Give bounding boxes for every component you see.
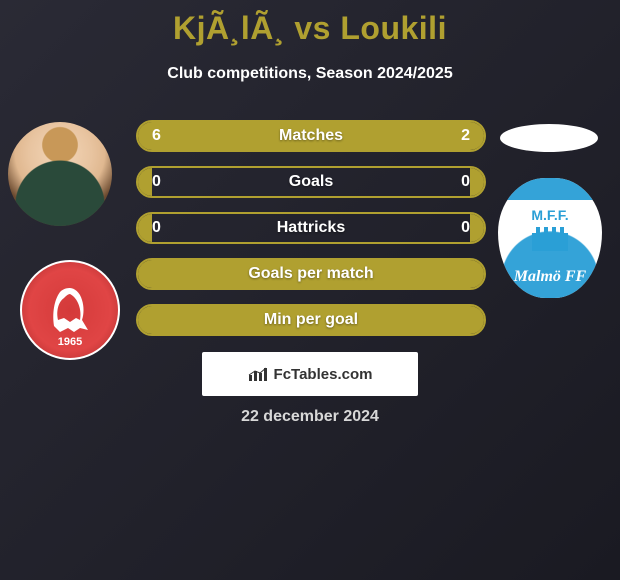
right-club-wordmark: Malmö FF xyxy=(514,268,586,286)
stat-bar: Min per goal xyxy=(136,304,486,336)
stat-label: Goals xyxy=(138,168,484,196)
left-club-year: 1965 xyxy=(58,336,82,348)
horse-icon xyxy=(40,280,100,340)
page-title: KjÃ¸lÃ¸ vs Loukili xyxy=(0,0,620,47)
stat-label: Hattricks xyxy=(138,214,484,242)
left-club-logo: 1965 xyxy=(20,260,120,360)
stat-bar: 62Matches xyxy=(136,120,486,152)
stat-bar: 00Hattricks xyxy=(136,212,486,244)
right-ellipse-decoration xyxy=(500,124,598,152)
castle-icon xyxy=(528,223,572,251)
stats-container: 62Matches 00Goals 00Hattricks Goals per mat… xyxy=(136,120,486,336)
right-club-abbr: M.F.F. xyxy=(531,207,568,223)
fctables-badge[interactable]: FcTables.com xyxy=(202,352,418,396)
right-club-logo: M.F.F. Malmö FF xyxy=(498,178,602,298)
season-subtitle: Club competitions, Season 2024/2025 xyxy=(0,65,620,83)
bar-chart-icon xyxy=(248,366,268,382)
stat-label: Matches xyxy=(138,122,484,150)
left-player-avatar xyxy=(8,122,112,226)
stat-label: Min per goal xyxy=(138,306,484,334)
stat-label: Goals per match xyxy=(138,260,484,288)
stat-bar: 00Goals xyxy=(136,166,486,198)
stat-bar: Goals per match xyxy=(136,258,486,290)
date-text: 22 december 2024 xyxy=(0,408,620,426)
fctables-text: FcTables.com xyxy=(274,366,373,383)
